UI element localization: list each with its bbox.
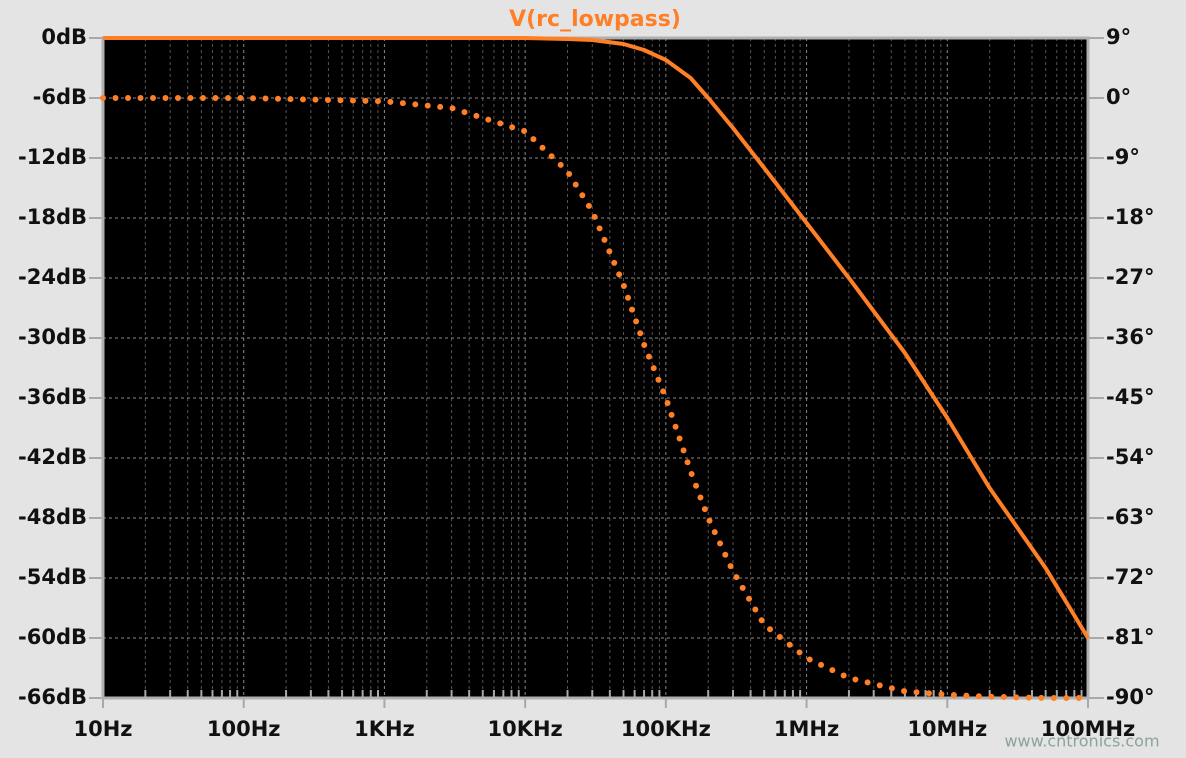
x-tick-label: 100MHz	[1041, 717, 1136, 741]
y-tick-label: -18dB	[18, 205, 87, 229]
y-tick-label: -6dB	[33, 85, 87, 109]
y-tick-label: -54dB	[18, 565, 87, 589]
x-tick-label: 10Hz	[73, 717, 132, 741]
watermark: www.cntronics.com	[1004, 732, 1159, 751]
y2-tick-label: -81°	[1106, 625, 1154, 649]
y2-tick-label: -27°	[1106, 265, 1154, 289]
y2-tick-label: -54°	[1106, 445, 1154, 469]
series-line	[100, 95, 1091, 701]
y2-tick-label: -72°	[1106, 565, 1154, 589]
x-tick-label: 100KHz	[621, 717, 711, 741]
y-tick-label: -42dB	[18, 445, 87, 469]
x-tick-label: 10KHz	[487, 717, 562, 741]
y-tick-label: -36dB	[18, 385, 87, 409]
y2-tick-label: -18°	[1106, 205, 1154, 229]
y2-tick-label: -36°	[1106, 325, 1154, 349]
y-tick-label: 0dB	[41, 25, 87, 49]
y2-tick-label: -9°	[1106, 145, 1140, 169]
x-tick-label: 10MHz	[907, 717, 987, 741]
y-tick-label: -12dB	[18, 145, 87, 169]
y2-tick-label: 0°	[1106, 85, 1131, 109]
y2-tick-label: -45°	[1106, 385, 1154, 409]
y-tick-label: -60dB	[18, 625, 87, 649]
y2-tick-label: 9°	[1106, 25, 1131, 49]
series-line	[103, 36, 1090, 640]
chart-title: V(rc_lowpass)	[509, 7, 681, 32]
y2-tick-label: -90°	[1106, 685, 1154, 709]
y-tick-label: -30dB	[18, 325, 87, 349]
y-tick-label: -48dB	[18, 505, 87, 529]
axes-frame	[101, 36, 1090, 700]
y2-tick-label: -63°	[1106, 505, 1154, 529]
y-tick-label: -66dB	[18, 685, 87, 709]
plot-area	[103, 38, 1088, 698]
x-tick-label: 100Hz	[207, 717, 281, 741]
y-tick-label: -24dB	[18, 265, 87, 289]
x-tick-label: 1KHz	[354, 717, 415, 741]
x-tick-label: 1MHz	[774, 717, 839, 741]
